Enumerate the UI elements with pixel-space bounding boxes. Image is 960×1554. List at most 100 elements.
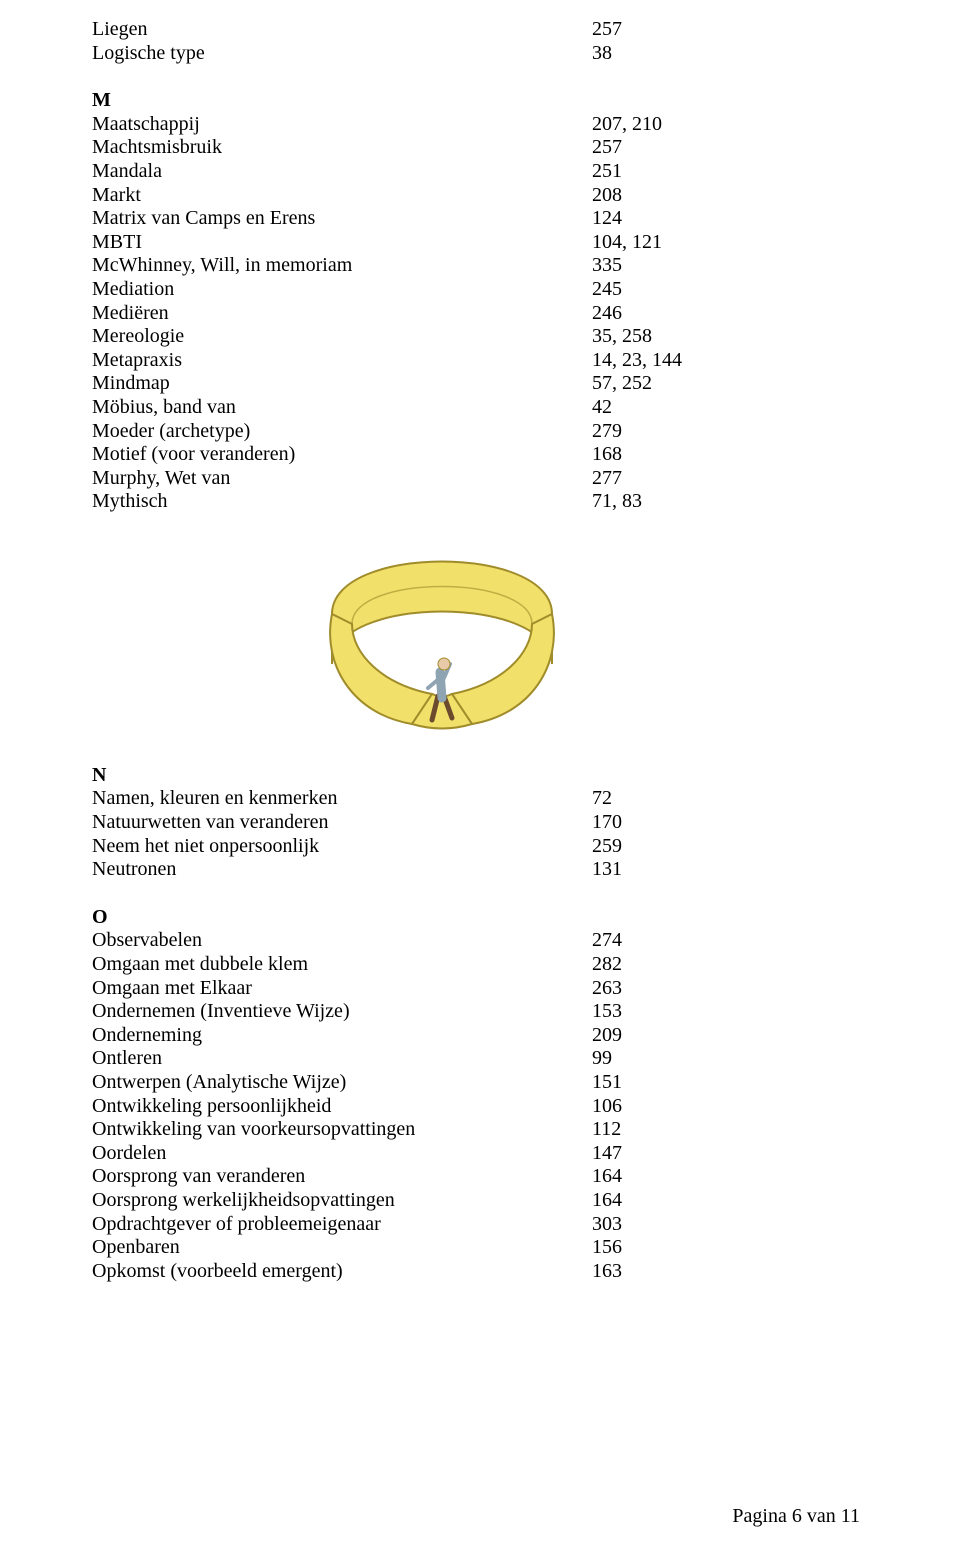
index-term: Neutronen [92, 858, 592, 882]
index-row: Liegen 257 [92, 18, 860, 42]
index-term: Mereologie [92, 325, 592, 349]
index-value: 151 [592, 1071, 860, 1095]
index-term: Onderneming [92, 1024, 592, 1048]
index-row: Natuurwetten van veranderen170 [92, 811, 860, 835]
index-term: Mediëren [92, 302, 592, 326]
index-row: Matrix van Camps en Erens124 [92, 207, 860, 231]
index-value: 303 [592, 1213, 860, 1237]
index-value: 164 [592, 1165, 860, 1189]
index-value: 57, 252 [592, 372, 860, 396]
index-row: McWhinney, Will, in memoriam335 [92, 254, 860, 278]
index-term: Liegen [92, 18, 592, 42]
index-value: 153 [592, 1000, 860, 1024]
index-row: Maatschappij207, 210 [92, 113, 860, 137]
index-term: Opkomst (voorbeeld emergent) [92, 1260, 592, 1284]
index-value: 72 [592, 787, 860, 811]
index-row: Mereologie35, 258 [92, 325, 860, 349]
index-row: Moeder (archetype)279 [92, 420, 860, 444]
index-row: Oorsprong van veranderen164 [92, 1165, 860, 1189]
index-value: 42 [592, 396, 860, 420]
index-value: 251 [592, 160, 860, 184]
index-term: Murphy, Wet van [92, 467, 592, 491]
index-row: Oorsprong werkelijkheidsopvattingen164 [92, 1189, 860, 1213]
index-term: Matrix van Camps en Erens [92, 207, 592, 231]
index-row: Mindmap57, 252 [92, 372, 860, 396]
index-term: Openbaren [92, 1236, 592, 1260]
section-heading-m: M [92, 89, 860, 113]
index-row: Oordelen147 [92, 1142, 860, 1166]
index-value: 263 [592, 977, 860, 1001]
index-row: Metapraxis14, 23, 144 [92, 349, 860, 373]
index-term: Namen, kleuren en kenmerken [92, 787, 592, 811]
index-value: 246 [592, 302, 860, 326]
index-value: 170 [592, 811, 860, 835]
index-value: 163 [592, 1260, 860, 1284]
index-term: Mandala [92, 160, 592, 184]
index-term: Ontwerpen (Analytische Wijze) [92, 1071, 592, 1095]
index-value: 124 [592, 207, 860, 231]
index-row: Observabelen274 [92, 929, 860, 953]
index-row: Motief (voor veranderen)168 [92, 443, 860, 467]
index-row: Ondernemen (Inventieve Wijze)153 [92, 1000, 860, 1024]
index-term: Motief (voor veranderen) [92, 443, 592, 467]
index-value: 38 [592, 42, 860, 66]
index-term: Oorsprong werkelijkheidsopvattingen [92, 1189, 592, 1213]
index-row: Möbius, band van42 [92, 396, 860, 420]
index-value: 277 [592, 467, 860, 491]
index-row: MBTI104, 121 [92, 231, 860, 255]
index-value: 99 [592, 1047, 860, 1071]
index-value: 279 [592, 420, 860, 444]
index-row: Omgaan met dubbele klem282 [92, 953, 860, 977]
index-term: Ontleren [92, 1047, 592, 1071]
index-value: 208 [592, 184, 860, 208]
index-term: Möbius, band van [92, 396, 592, 420]
index-value: 335 [592, 254, 860, 278]
index-term: Omgaan met dubbele klem [92, 953, 592, 977]
index-term: Metapraxis [92, 349, 592, 373]
page: Liegen 257 Logische type 38 M Maatschapp… [0, 0, 960, 1554]
index-term: Ontwikkeling persoonlijkheid [92, 1095, 592, 1119]
index-row: Opkomst (voorbeeld emergent)163 [92, 1260, 860, 1284]
index-row: Neutronen131 [92, 858, 860, 882]
index-term: Oorsprong van veranderen [92, 1165, 592, 1189]
index-row: Openbaren156 [92, 1236, 860, 1260]
index-term: Mythisch [92, 490, 592, 514]
index-row: Murphy, Wet van277 [92, 467, 860, 491]
index-term: Opdrachtgever of probleemeigenaar [92, 1213, 592, 1237]
index-row: Ontleren99 [92, 1047, 860, 1071]
index-value: 106 [592, 1095, 860, 1119]
index-value: 131 [592, 858, 860, 882]
index-term: Ontwikkeling van voorkeursopvattingen [92, 1118, 592, 1142]
index-term: McWhinney, Will, in memoriam [92, 254, 592, 278]
index-term: MBTI [92, 231, 592, 255]
index-row: Machtsmisbruik257 [92, 136, 860, 160]
index-row: Mediëren246 [92, 302, 860, 326]
index-row: Markt208 [92, 184, 860, 208]
index-value: 207, 210 [592, 113, 860, 137]
index-row: Ontwikkeling persoonlijkheid106 [92, 1095, 860, 1119]
index-row: Onderneming209 [92, 1024, 860, 1048]
index-term: Neem het niet onpersoonlijk [92, 835, 592, 859]
index-value: 35, 258 [592, 325, 860, 349]
index-row: Mediation245 [92, 278, 860, 302]
index-term: Omgaan met Elkaar [92, 977, 592, 1001]
section-heading-o: O [92, 906, 860, 930]
index-value: 245 [592, 278, 860, 302]
index-term: Markt [92, 184, 592, 208]
index-value: 209 [592, 1024, 860, 1048]
index-term: Natuurwetten van veranderen [92, 811, 592, 835]
spacer [92, 65, 860, 89]
index-value: 156 [592, 1236, 860, 1260]
index-term: Mediation [92, 278, 592, 302]
index-row: Mythisch71, 83 [92, 490, 860, 514]
index-value: 274 [592, 929, 860, 953]
spacer [92, 882, 860, 906]
index-value: 14, 23, 144 [592, 349, 860, 373]
index-value: 104, 121 [592, 231, 860, 255]
index-value: 259 [592, 835, 860, 859]
index-term: Oordelen [92, 1142, 592, 1166]
index-row: Namen, kleuren en kenmerken72 [92, 787, 860, 811]
index-value: 257 [592, 18, 860, 42]
index-term: Moeder (archetype) [92, 420, 592, 444]
index-row: Ontwerpen (Analytische Wijze)151 [92, 1071, 860, 1095]
